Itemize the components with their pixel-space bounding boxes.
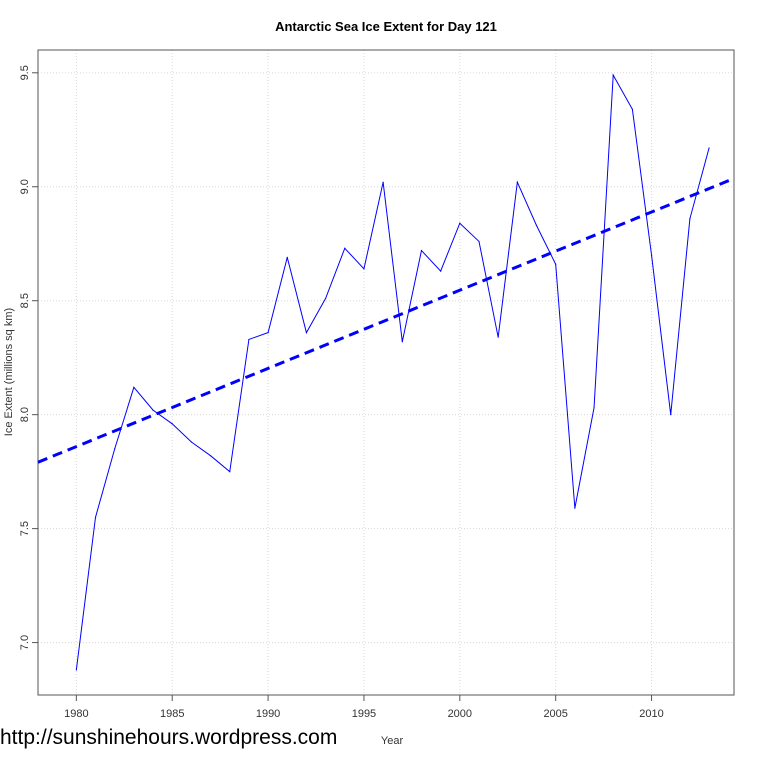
data-point — [114, 448, 116, 450]
x-tick-label: 2005 — [543, 708, 567, 720]
data-point — [440, 270, 442, 272]
data-point — [535, 224, 538, 227]
x-tick-label: 1980 — [64, 708, 88, 720]
x-tick-label: 2000 — [448, 708, 472, 720]
chart-title: Antarctic Sea Ice Extent for Day 121 — [275, 19, 497, 34]
data-point — [94, 516, 97, 518]
x-tick-label: 2010 — [639, 708, 663, 720]
data-point — [420, 249, 423, 252]
data-point — [612, 74, 614, 76]
data-point — [650, 254, 653, 256]
data-point — [229, 471, 231, 473]
data-point — [171, 423, 173, 425]
data-point — [152, 409, 154, 411]
data-point — [267, 332, 269, 334]
y-tick-label: 8.0 — [19, 407, 31, 422]
x-axis-label: Year — [381, 735, 404, 747]
data-point — [286, 256, 288, 259]
data-point — [631, 108, 633, 110]
data-point — [574, 507, 576, 509]
data-point — [670, 414, 672, 416]
y-tick-label: 9.5 — [19, 65, 31, 80]
data-point — [593, 407, 595, 409]
x-tick-label: 1995 — [352, 708, 376, 720]
data-point — [516, 181, 518, 183]
y-tick-label: 8.5 — [19, 293, 31, 308]
series-line — [75, 73, 710, 670]
data-point — [689, 218, 691, 220]
axes: 1980 1985 1990 1995 2000 2005 2010 7.0 7.5 8.0 8.5… — [19, 49, 735, 720]
data-point — [133, 386, 135, 388]
data-point — [497, 336, 499, 338]
data-point — [75, 669, 77, 671]
y-tick-label: 9.0 — [19, 179, 31, 194]
y-tick-label: 7.0 — [19, 635, 31, 650]
trend-line — [37, 177, 735, 464]
x-tick-label: 1985 — [160, 708, 184, 720]
data-point — [344, 247, 346, 249]
data-point — [478, 240, 480, 243]
data-point — [248, 338, 250, 341]
x-tick-label: 1990 — [256, 708, 280, 720]
data-point — [708, 147, 710, 149]
data-point — [209, 455, 212, 457]
data-point — [363, 268, 365, 270]
y-axis-label: Ice Extent (millions sq km) — [3, 308, 15, 436]
data-point — [555, 263, 557, 265]
plot-frame — [37, 49, 735, 696]
watermark: http://sunshinehours.wordpress.com — [0, 726, 337, 749]
data-point — [325, 297, 327, 300]
data-point — [459, 222, 461, 224]
data-marks — [37, 73, 735, 671]
grid — [38, 50, 734, 695]
y-tick-label: 7.5 — [19, 521, 31, 536]
data-point — [382, 181, 384, 183]
data-point — [401, 341, 403, 343]
data-point — [305, 332, 308, 334]
data-point — [190, 441, 192, 443]
